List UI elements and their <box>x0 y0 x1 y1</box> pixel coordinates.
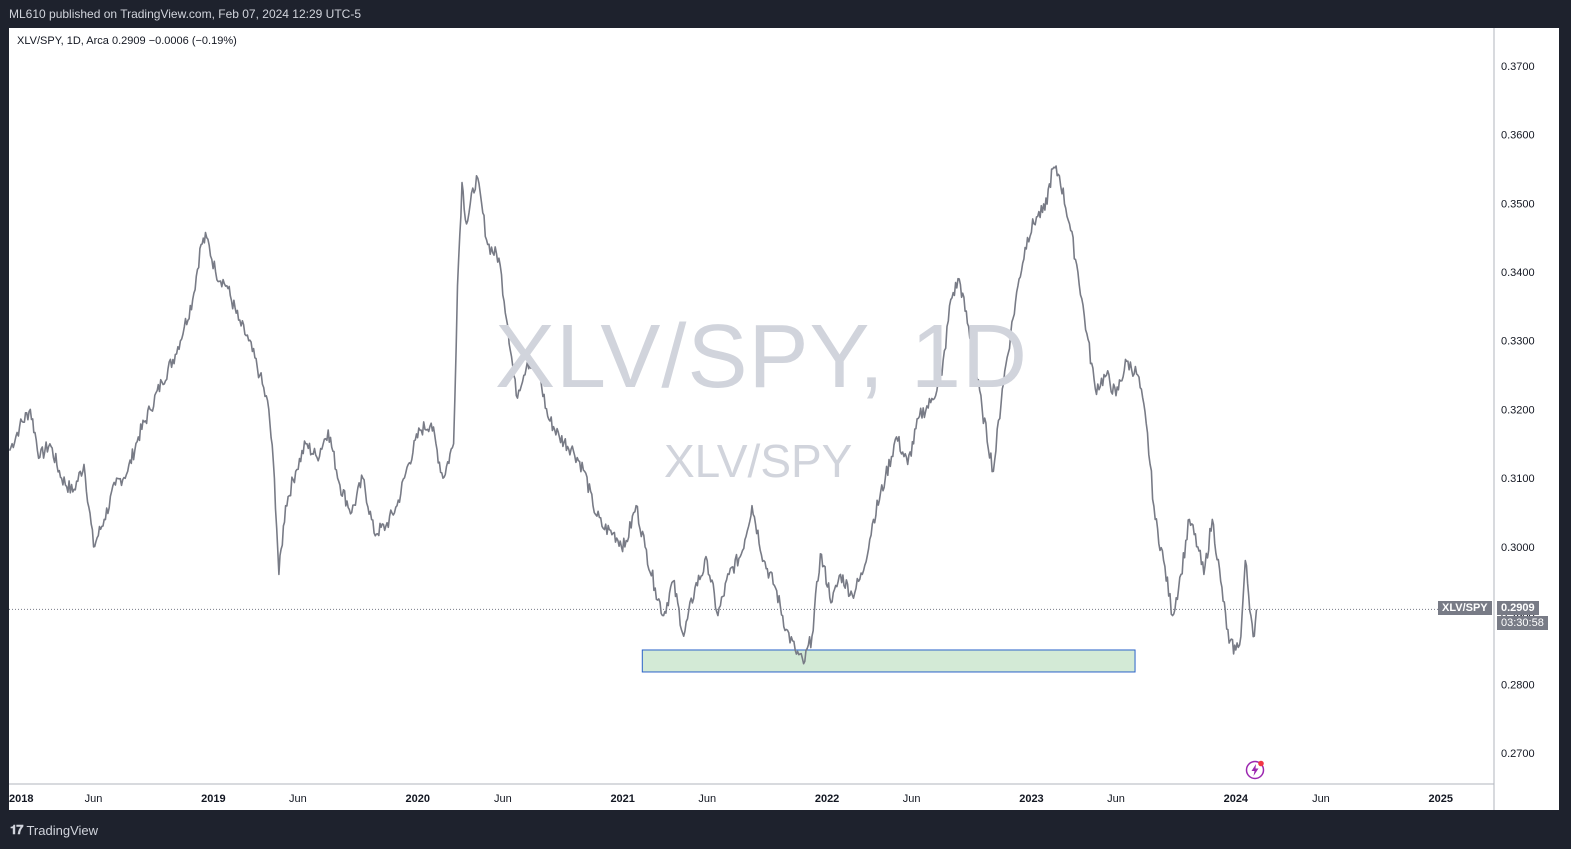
y-tick-label: 0.2700 <box>1501 748 1535 760</box>
brand-label: TradingView <box>26 822 99 838</box>
zone-layer <box>641 649 1136 673</box>
price-tag-value: 0.2909 <box>1497 601 1539 616</box>
x-tick-label: 2023 <box>1019 793 1043 805</box>
axis-layer: 0.3700 0.3600 0.3500 0.3400 0.3300 0.3200 0.31… <box>9 28 1535 810</box>
x-tick-label: 2020 <box>406 793 430 805</box>
chart-legend[interactable]: XLV/SPY, 1D, Arca 0.2909 −0.0006 (−0.19%… <box>17 35 237 47</box>
y-tick-label: 0.3500 <box>1501 198 1535 210</box>
legend-change: −0.0006 (−0.19%) <box>148 35 237 47</box>
y-tick-label: 0.3100 <box>1501 473 1535 485</box>
price-tag-countdown: 03:30:58 <box>1497 616 1548 631</box>
legend-last: 0.2909 <box>111 35 146 47</box>
footer-bar: 𝟏𝟕 TradingView <box>0 811 1571 849</box>
tradingview-logo-icon: 𝟏𝟕 <box>10 822 24 837</box>
y-tick-label: 0.3200 <box>1501 404 1535 416</box>
price-tag-symbol: XLV/SPY <box>1438 601 1492 616</box>
x-tick-label: Jun <box>85 793 103 805</box>
x-tick-label: 2025 <box>1429 793 1453 805</box>
x-tick-label: 2021 <box>610 793 634 805</box>
x-tick-label: 2019 <box>201 793 225 805</box>
x-tick-label: Jun <box>1107 793 1125 805</box>
y-tick-label: 0.3300 <box>1501 336 1535 348</box>
chart-panel[interactable]: 0.3700 0.3600 0.3500 0.3400 0.3300 0.3200 0.31… <box>9 28 1559 810</box>
x-tick-label: Jun <box>494 793 512 805</box>
price-line-layer <box>9 165 1494 665</box>
y-tick-label: 0.3600 <box>1501 130 1535 142</box>
support-zone-rect[interactable] <box>641 649 1136 673</box>
y-tick-label: 0.3000 <box>1501 542 1535 554</box>
legend-symbol: XLV/SPY, 1D, Arca <box>17 35 109 47</box>
symbol-watermark: XLV/SPY, 1D <box>495 307 1028 407</box>
y-tick-label: 0.3400 <box>1501 267 1535 279</box>
x-tick-label: Jun <box>903 793 921 805</box>
x-tick-label: Jun <box>1312 793 1330 805</box>
chart-svg[interactable]: 0.3700 0.3600 0.3500 0.3400 0.3300 0.3200 0.31… <box>9 28 1559 810</box>
x-tick-label: 2024 <box>1224 793 1249 805</box>
x-tick-label: 2018 <box>9 793 33 805</box>
publisher-info: ML610 published on TradingView.com, Feb … <box>9 7 361 21</box>
x-tick-label: 2022 <box>815 793 839 805</box>
lightning-icon[interactable] <box>1245 760 1265 780</box>
price-series-line <box>9 165 1258 665</box>
top-bar: ML610 published on TradingView.com, Feb … <box>0 0 1571 28</box>
tradingview-brand[interactable]: 𝟏𝟕 TradingView <box>10 822 98 838</box>
y-tick-label: 0.2800 <box>1501 679 1535 691</box>
x-tick-label: Jun <box>289 793 307 805</box>
y-tick-label: 0.3700 <box>1501 61 1535 73</box>
symbol-watermark-sub: XLV/SPY <box>664 435 853 487</box>
x-tick-label: Jun <box>698 793 716 805</box>
